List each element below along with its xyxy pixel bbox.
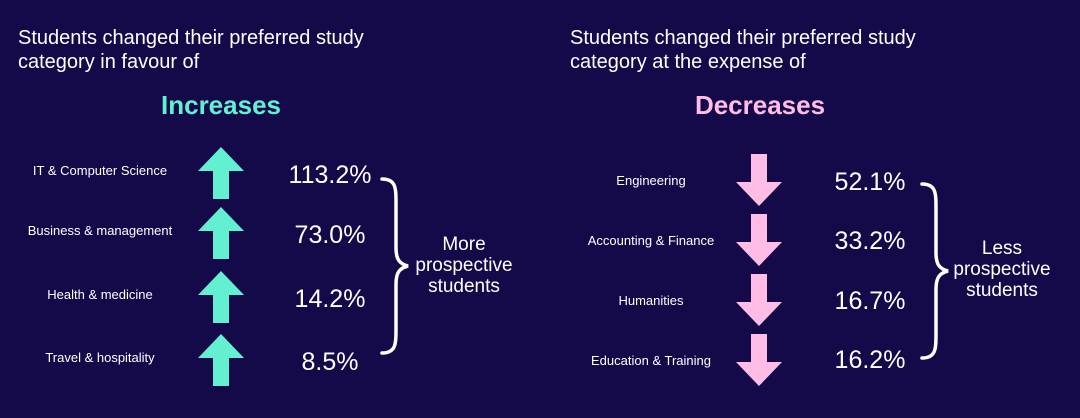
- arrow-up-icon: [198, 271, 244, 323]
- increases-heading: Increases: [161, 90, 281, 120]
- increase-value: 8.5%: [301, 348, 359, 376]
- arrow-down-icon: [736, 214, 782, 266]
- decreases-intro: Students changed their preferred study c…: [570, 27, 916, 73]
- increase-category: Travel & hospitality: [45, 350, 155, 365]
- increase-category: Health & medicine: [47, 287, 153, 302]
- decrease-value: 33.2%: [834, 227, 906, 255]
- decrease-value: 16.2%: [834, 346, 906, 374]
- increase-value: 14.2%: [294, 285, 366, 313]
- brace-icon: [380, 177, 409, 355]
- decrease-category: Humanities: [618, 293, 684, 308]
- decrease-category: Education & Training: [591, 353, 711, 368]
- arrow-down-icon: [736, 334, 782, 386]
- increase-value: 113.2%: [288, 161, 372, 189]
- arrow-down-icon: [736, 274, 782, 326]
- increase-category: Business & management: [27, 223, 173, 238]
- arrow-up-icon: [198, 334, 244, 386]
- decrease-category: Accounting & Finance: [587, 233, 715, 248]
- increases-intro: Students changed their preferred study c…: [18, 27, 364, 73]
- arrow-down-icon: [736, 154, 782, 206]
- arrow-up-icon: [198, 207, 244, 259]
- decreases-heading: Decreases: [694, 90, 826, 120]
- increases-note: More prospective students: [415, 234, 513, 297]
- decrease-value: 52.1%: [834, 168, 906, 196]
- decrease-value: 16.7%: [834, 287, 906, 315]
- arrow-up-icon: [198, 147, 244, 199]
- increase-category: IT & Computer Science: [32, 163, 168, 178]
- decreases-note: Less prospective students: [953, 238, 1051, 301]
- brace-icon: [920, 182, 949, 360]
- increase-value: 73.0%: [294, 221, 366, 249]
- decrease-category: Engineering: [616, 173, 686, 188]
